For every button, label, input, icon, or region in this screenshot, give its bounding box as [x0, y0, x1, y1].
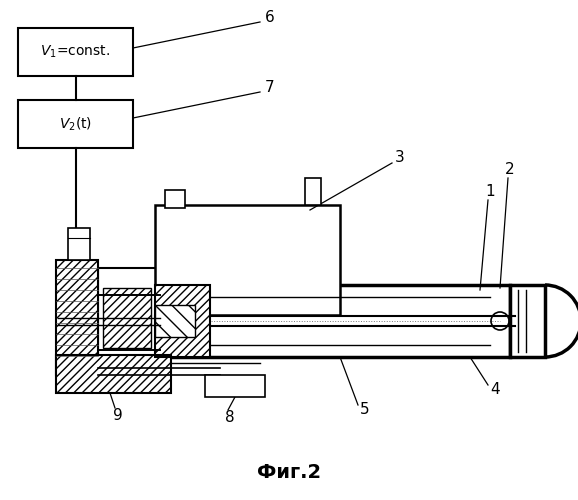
- Bar: [103, 288, 151, 348]
- Bar: [155, 205, 340, 315]
- Text: Фиг.2: Фиг.2: [257, 462, 321, 481]
- Bar: [68, 228, 90, 260]
- Bar: [165, 190, 185, 208]
- Text: $V_1$=const.: $V_1$=const.: [40, 44, 110, 60]
- Text: 5: 5: [360, 402, 370, 417]
- Bar: [56, 260, 98, 375]
- Bar: [155, 285, 210, 357]
- Bar: [18, 100, 133, 148]
- Text: 1: 1: [485, 184, 495, 200]
- Text: 6: 6: [265, 10, 275, 26]
- Bar: [155, 285, 210, 357]
- Bar: [155, 285, 510, 357]
- Bar: [155, 305, 195, 337]
- Text: 4: 4: [490, 382, 500, 398]
- Text: 8: 8: [225, 410, 235, 426]
- Bar: [510, 285, 545, 357]
- Text: 7: 7: [265, 80, 275, 96]
- Bar: [56, 355, 171, 393]
- Bar: [305, 178, 321, 205]
- Bar: [205, 375, 265, 397]
- Text: $V_2$(t): $V_2$(t): [59, 116, 92, 132]
- Bar: [18, 28, 133, 76]
- Bar: [98, 268, 156, 368]
- Text: 3: 3: [395, 150, 405, 166]
- Text: 9: 9: [113, 408, 123, 422]
- Text: 2: 2: [505, 162, 515, 178]
